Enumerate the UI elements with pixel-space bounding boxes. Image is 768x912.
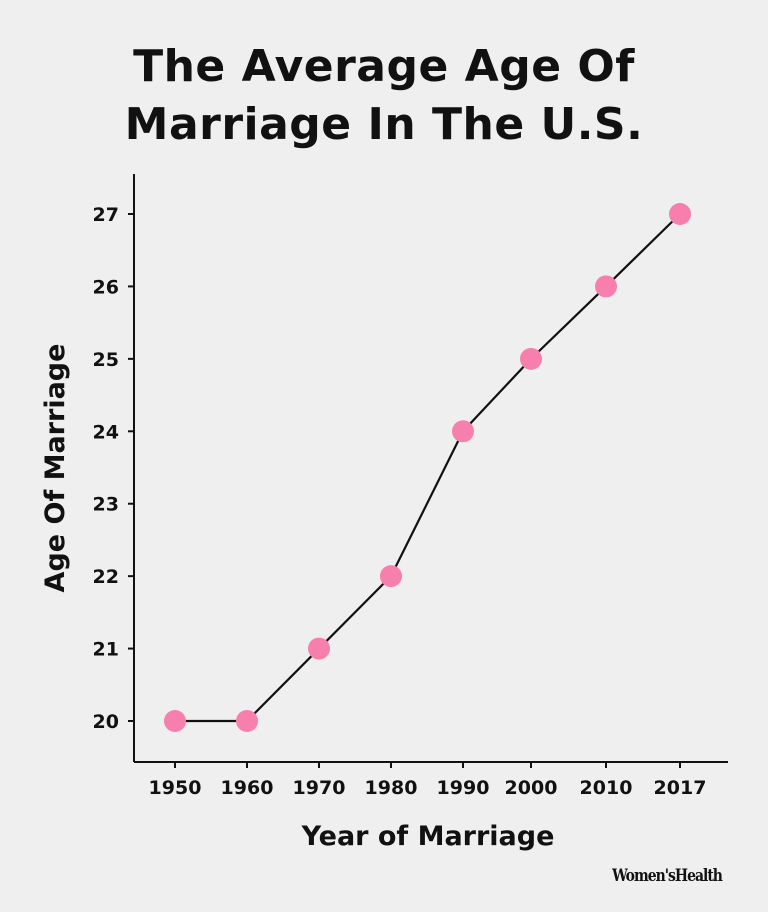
x-tick-labels: 1950 1960 1970 1980 1990 2000 2010 2017 [149, 762, 707, 799]
data-point-2017 [669, 203, 691, 225]
y-tick-label: 26 [93, 276, 119, 298]
series-line [175, 213, 681, 723]
chart-title-line-2: Marriage In The U.S. [124, 99, 644, 150]
series [164, 203, 691, 732]
x-tick-label: 2017 [654, 777, 707, 799]
y-tick-labels: 20 21 22 23 24 25 26 27 [93, 204, 134, 733]
y-tick-label: 23 [93, 494, 119, 516]
axes [133, 174, 728, 763]
data-point-1960 [236, 710, 258, 732]
y-tick-label: 24 [93, 421, 119, 443]
x-tick-label: 2000 [505, 777, 558, 799]
x-tick-label: 1990 [437, 777, 490, 799]
x-tick-label: 1980 [365, 777, 418, 799]
y-tick-label: 20 [93, 711, 119, 733]
y-tick-label: 27 [93, 204, 119, 226]
x-tick-label: 1970 [293, 777, 346, 799]
x-axis-label: Year of Marriage [301, 821, 555, 852]
y-tick-label: 21 [93, 639, 119, 661]
y-tick-label: 25 [93, 349, 119, 371]
data-point-1980 [380, 565, 402, 588]
data-point-2010 [595, 275, 617, 298]
y-tick-label: 22 [93, 566, 119, 588]
data-point-1970 [308, 637, 330, 660]
data-point-1990 [452, 420, 474, 443]
chart-title-line-1: The Average Age Of [133, 41, 635, 92]
chart-title: The Average Age Of Marriage In The U.S. [0, 38, 768, 154]
data-point-1950 [164, 710, 186, 732]
data-point-2000 [520, 347, 542, 370]
x-tick-label: 2010 [580, 777, 633, 799]
x-tick-label: 1950 [149, 777, 202, 799]
x-tick-label: 1960 [221, 777, 274, 799]
y-axis-label: Age Of Marriage [40, 344, 71, 593]
womens-health-logo: Women'sHealth [612, 866, 723, 886]
